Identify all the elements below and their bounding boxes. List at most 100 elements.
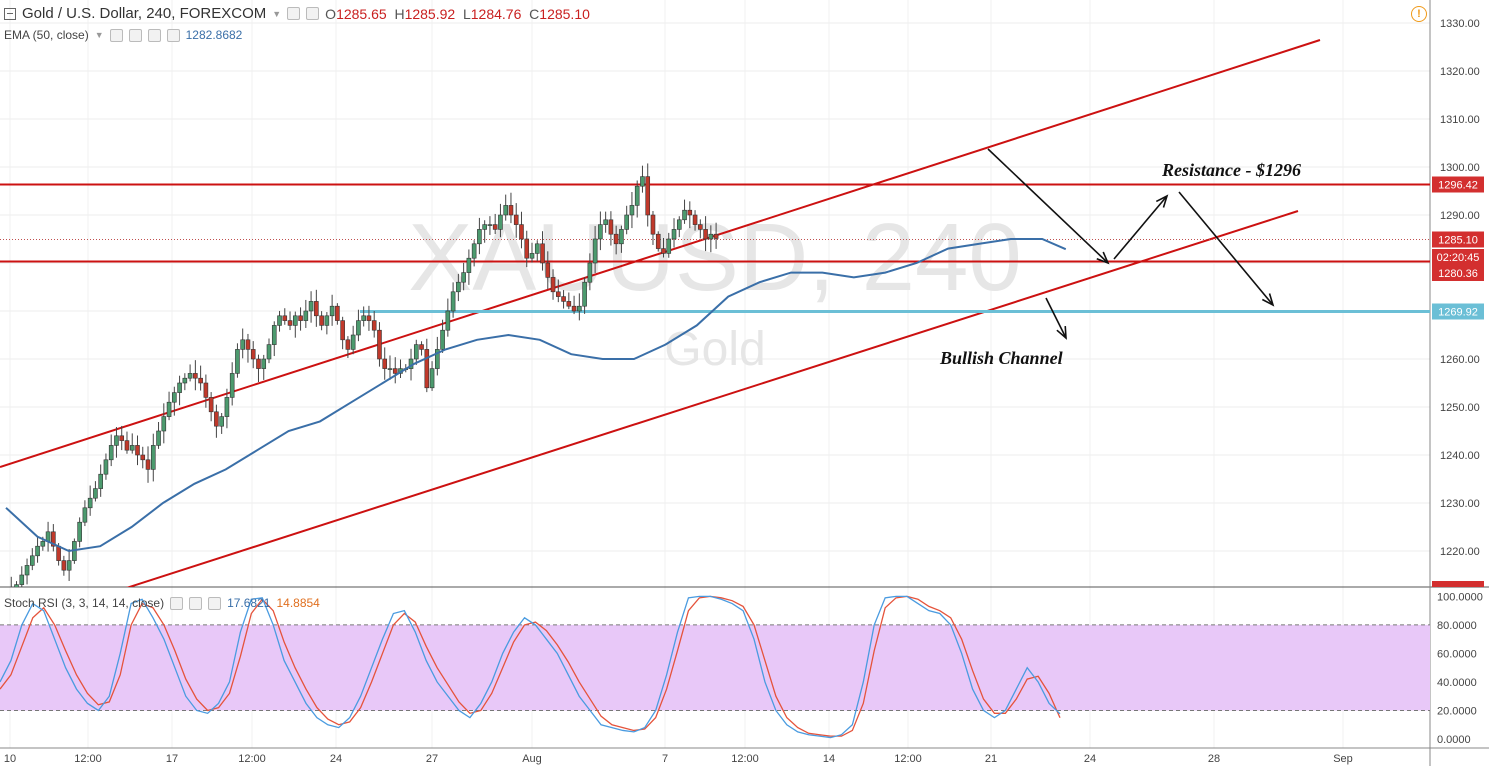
candle-down — [203, 382, 209, 398]
candle-up — [603, 219, 608, 225]
candle-up — [98, 473, 103, 489]
price-badge-bg — [1432, 176, 1484, 193]
time-tick-label: 24 — [330, 753, 342, 765]
ema-line — [5, 238, 1067, 553]
warning-icon[interactable]: ! — [1411, 6, 1427, 22]
price-badge-partial — [1432, 581, 1484, 587]
chart-header: Gold / U.S. Dollar, 240, FOREXCOM ▼ O128… — [0, 0, 1430, 42]
candle-up — [229, 373, 235, 398]
ohlc-values: O1285.65 H1285.92 L1284.76 C1285.10 — [325, 5, 590, 22]
candle-down — [524, 238, 530, 259]
candle-up — [450, 291, 456, 312]
chevron-down-icon[interactable]: ▼ — [94, 30, 104, 40]
candle-up — [261, 358, 267, 369]
stoch-tick-label: 20.0000 — [1437, 705, 1477, 717]
candle-down — [314, 301, 319, 317]
candle-up — [177, 382, 182, 393]
close-icon[interactable] — [208, 596, 222, 610]
candle-up — [266, 344, 272, 360]
low-value: 1284.76 — [470, 5, 522, 22]
time-tick-label: 24 — [1084, 753, 1096, 765]
candle-down — [56, 545, 61, 561]
candle-down — [508, 205, 514, 216]
candle-down — [608, 219, 614, 235]
candle-up — [529, 253, 535, 259]
horizontal-levels[interactable] — [0, 183, 1430, 313]
bullish-channel[interactable] — [0, 39, 1321, 590]
candle-up — [482, 224, 487, 230]
collapse-icon[interactable] — [4, 7, 16, 20]
candle-down — [208, 397, 214, 413]
candle-down — [214, 411, 219, 427]
gear-icon[interactable] — [128, 28, 142, 42]
price-badge-text: 1269.92 — [1438, 307, 1478, 319]
price-tick-label: 1310.00 — [1440, 114, 1480, 126]
time-tick-label: 14 — [823, 753, 835, 765]
price-badge-text: 02:20:45 — [1437, 252, 1480, 264]
forecast-arrows[interactable] — [987, 148, 1275, 340]
eye-icon[interactable] — [170, 596, 184, 610]
candle-down — [382, 358, 388, 369]
candle-up — [172, 392, 177, 403]
time-tick-label: 7 — [662, 753, 668, 765]
eye-icon[interactable] — [109, 28, 123, 42]
candle-up — [329, 305, 335, 317]
candle-up — [435, 349, 440, 369]
candle-down — [319, 315, 324, 326]
price-axis[interactable]: 1220.001230.001240.001250.001260.001270.… — [1432, 18, 1484, 746]
candle-up — [277, 315, 282, 326]
candle-up — [634, 185, 640, 206]
ema50-line — [5, 238, 1067, 553]
candle-up — [19, 574, 25, 585]
candle-down — [698, 224, 703, 230]
price-tick-label: 1290.00 — [1440, 210, 1480, 222]
plus-icon[interactable] — [147, 28, 161, 42]
candle-up — [629, 205, 635, 216]
channel-upper-line — [0, 39, 1321, 468]
stoch-header: Stoch RSI (3, 3, 14, 14, close) 17.6821 … — [4, 596, 320, 610]
candle-up — [592, 238, 598, 264]
candle-down — [392, 368, 398, 374]
chevron-down-icon[interactable]: ▼ — [272, 8, 282, 19]
candle-down — [124, 440, 130, 451]
candle-up — [445, 310, 451, 331]
stoch-d-line — [0, 595, 1061, 737]
candle-down — [419, 344, 424, 350]
candle-down — [287, 320, 293, 326]
channel-lower-line — [126, 210, 1299, 587]
gear-icon[interactable] — [189, 596, 203, 610]
price-label-badge: 1269.92 — [1432, 303, 1484, 320]
candle-up — [456, 281, 461, 293]
stoch-k-line — [0, 595, 1061, 739]
time-axis[interactable]: 10 12:00 17 12:00 24 27 Aug 7 12:00 14 12:00 21 24 28… — [4, 753, 1353, 765]
candle-down — [61, 560, 67, 571]
close-icon[interactable] — [166, 28, 180, 42]
candle-down — [282, 315, 288, 321]
arrow-shaft — [1178, 191, 1274, 306]
candle-up — [471, 243, 477, 259]
candle-down — [650, 214, 656, 235]
candle-up — [487, 224, 493, 226]
ema-label[interactable]: EMA (50, close) — [4, 28, 89, 42]
symbol-title[interactable]: Gold / U.S. Dollar, 240, FOREXCOM — [22, 5, 267, 22]
price-badge-text: 1280.36 — [1438, 268, 1478, 280]
hide-icon[interactable] — [306, 7, 320, 20]
candlesticks — [10, 163, 719, 587]
candle-up — [466, 257, 472, 273]
price-tick-label: 1260.00 — [1440, 354, 1480, 366]
arrow-down-breakdown — [1178, 191, 1275, 307]
candle-down — [692, 214, 698, 225]
close-value: 1285.10 — [539, 5, 590, 22]
candle-down — [703, 229, 708, 240]
candle-up — [156, 430, 161, 446]
arrow-shaft — [1113, 195, 1168, 260]
stoch-label[interactable]: Stoch RSI (3, 3, 14, 14, close) — [4, 596, 165, 610]
settings-icon[interactable] — [287, 7, 301, 20]
price-badge-bg — [1432, 249, 1484, 265]
candle-up — [108, 445, 114, 461]
candle-down — [377, 329, 382, 360]
candle-up — [619, 229, 624, 245]
candle-up — [387, 368, 393, 370]
candle-up — [498, 214, 503, 230]
